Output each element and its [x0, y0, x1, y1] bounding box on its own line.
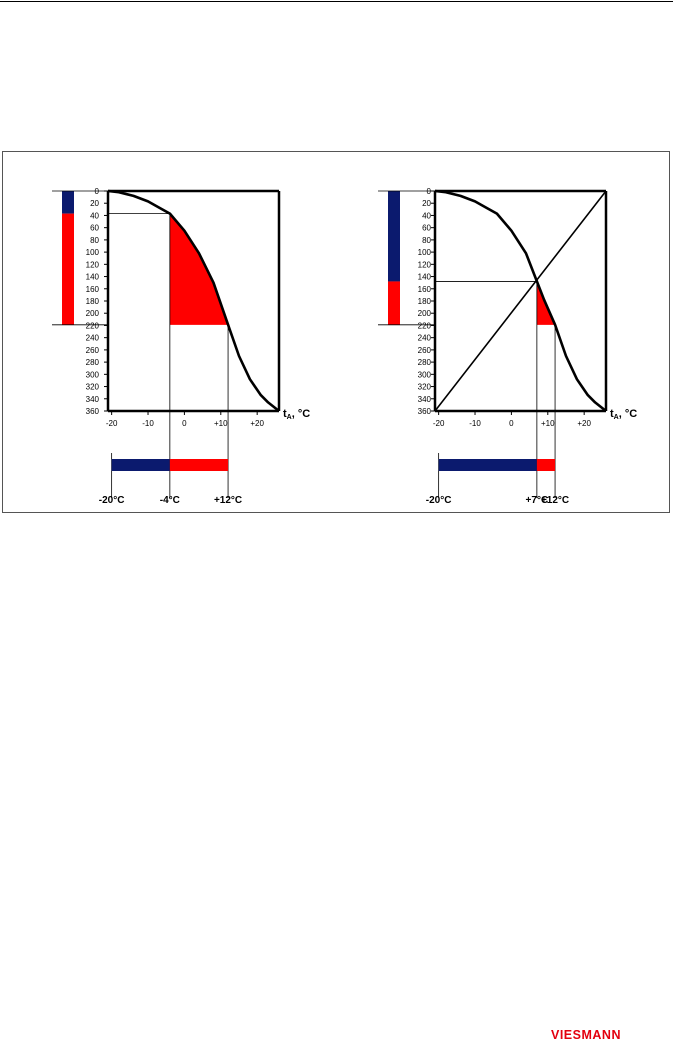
y-tick-label: 360	[86, 407, 100, 416]
x-tick-label: +20	[250, 419, 264, 428]
heating-demand-curve	[107, 189, 280, 413]
y-tick-label: 320	[86, 383, 100, 392]
x-tick-label: 0	[182, 419, 187, 428]
x-tick-label: 0	[509, 419, 514, 428]
heat-pump-area	[169, 213, 229, 325]
y-tick-label: 120	[418, 260, 432, 269]
y-tick-label: 160	[418, 285, 432, 294]
y-tick-label: 340	[86, 395, 100, 404]
y-tick-label: 20	[422, 199, 431, 208]
y-tick-label: 220	[418, 321, 432, 330]
y-tick-label: 360	[418, 407, 432, 416]
range-label: +12°C	[541, 495, 569, 506]
y-tick-label: 20	[90, 199, 99, 208]
range-label: -4°C	[160, 495, 180, 506]
warm-share-bar	[388, 281, 400, 325]
y-tick-label: 280	[418, 358, 432, 367]
x-axis-unit-label: tA, °C	[610, 408, 637, 421]
y-tick-label: 200	[418, 309, 432, 318]
cold-range-band	[111, 459, 170, 471]
y-tick-label: 260	[418, 346, 432, 355]
y-tick-label: 160	[86, 285, 100, 294]
diagonal-line	[434, 190, 607, 412]
warm-share-bar	[62, 213, 74, 325]
range-label: -20°C	[426, 495, 452, 506]
y-tick-label: 180	[86, 297, 100, 306]
y-tick-label: 120	[86, 260, 100, 269]
viessmann-logo: VIESMANN	[551, 1028, 621, 1042]
x-tick-label: +20	[577, 419, 591, 428]
chart-1: 0 20 40 60 80 100 120 140 160 180 200 220 240 260 280 3…	[52, 187, 310, 506]
chart-2: 0 20 40 60 80 100 120 140 160 180 200 220 240 260 280 3…	[378, 187, 637, 506]
y-tick-label: 300	[86, 370, 100, 379]
y-tick-label: 140	[418, 273, 432, 282]
y-tick-label: 0	[95, 187, 100, 196]
range-label: -20°C	[99, 495, 125, 506]
y-tick-label: 240	[418, 334, 432, 343]
x-tick-label: +10	[214, 419, 228, 428]
y-tick-label: 240	[86, 334, 100, 343]
x-axis-unit-label: tA, °C	[283, 408, 310, 421]
y-tick-label: 40	[422, 211, 431, 220]
cold-share-bar	[388, 191, 400, 282]
y-tick-label: 0	[427, 187, 432, 196]
x-tick-label: +10	[541, 419, 555, 428]
header-rule	[0, 1, 673, 2]
warm-range-band	[536, 459, 556, 471]
y-tick-label: 340	[418, 395, 432, 404]
y-tick-label: 280	[86, 358, 100, 367]
y-tick-label: 100	[418, 248, 432, 257]
y-tick-label: 300	[418, 370, 432, 379]
x-tick-label: -10	[142, 419, 154, 428]
y-tick-label: 80	[422, 236, 431, 245]
y-tick-label: 260	[86, 346, 100, 355]
y-tick-label: 40	[90, 211, 99, 220]
range-label: +12°C	[214, 495, 242, 506]
y-tick-label: 200	[86, 309, 100, 318]
cold-share-bar	[62, 191, 74, 214]
heat-pump-area	[536, 281, 556, 325]
x-tick-label: -20	[106, 419, 118, 428]
logo-text: VIESMANN	[551, 1028, 621, 1042]
y-tick-label: 320	[418, 383, 432, 392]
y-tick-label: 140	[86, 273, 100, 282]
y-tick-label: 60	[422, 224, 431, 233]
warm-range-band	[169, 459, 229, 471]
x-tick-label: -10	[469, 419, 481, 428]
figure-frame	[2, 151, 670, 513]
y-tick-label: 100	[86, 248, 100, 257]
y-tick-label: 60	[90, 224, 99, 233]
y-tick-label: 180	[418, 297, 432, 306]
heating-demand-curve	[434, 189, 607, 413]
cold-range-band	[438, 459, 537, 471]
y-tick-label: 220	[86, 321, 100, 330]
range-label: +7°C	[526, 495, 549, 506]
x-tick-label: -20	[433, 419, 445, 428]
y-tick-label: 80	[90, 236, 99, 245]
